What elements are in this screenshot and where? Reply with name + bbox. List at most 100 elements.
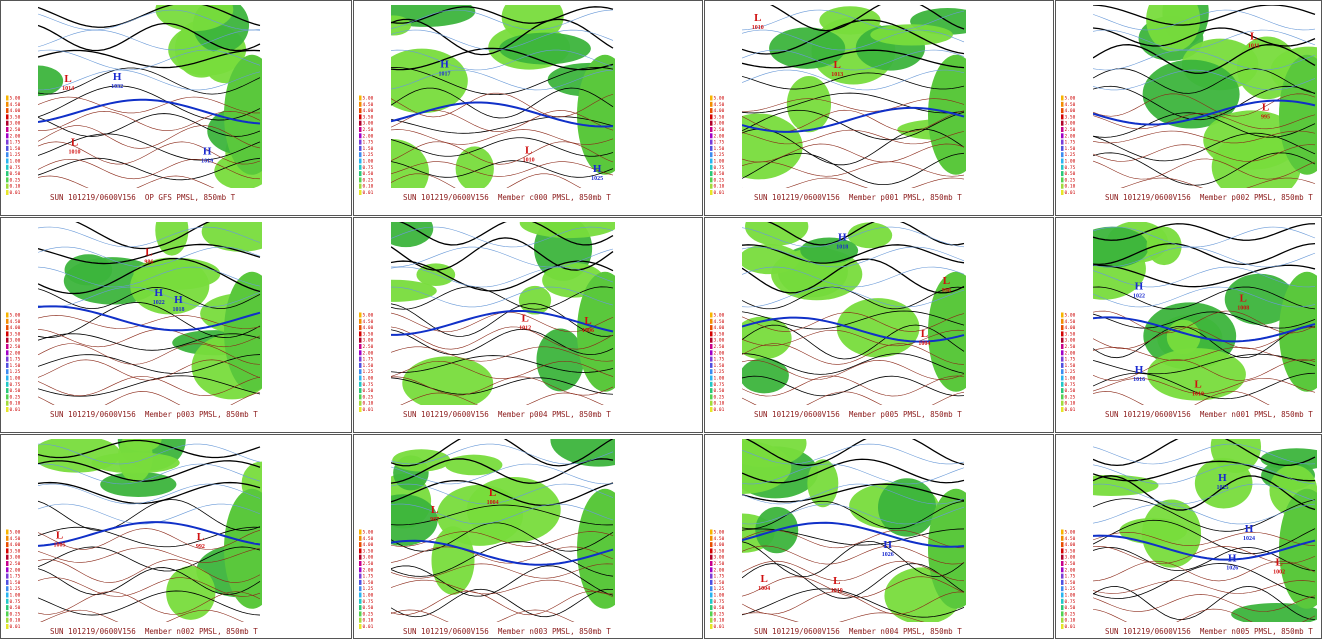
center-letter: L <box>431 504 438 516</box>
legend-label: 3.00 <box>714 338 725 344</box>
freezing-line <box>391 539 614 566</box>
caption: SUN 101219/0600V156 Member n003 PMSL, 85… <box>403 627 611 636</box>
legend-swatch <box>1061 344 1064 349</box>
legend-swatch <box>1061 108 1064 114</box>
legend-swatch <box>710 164 713 170</box>
isotherm <box>391 129 614 145</box>
legend-label: 0.25 <box>1065 394 1076 400</box>
legend-swatch <box>710 388 713 394</box>
isobar <box>1093 372 1316 400</box>
legend-swatch <box>6 139 9 145</box>
center-value: 1018 <box>172 307 184 313</box>
isotherm <box>391 546 614 564</box>
legend-label: 0.01 <box>10 190 21 196</box>
isotherm <box>38 376 261 396</box>
panel: L1013L10105.004.504.003.503.002.502.001.… <box>704 0 1054 216</box>
legend-label: 0.25 <box>10 611 21 617</box>
center-letter: L <box>834 59 841 71</box>
isobar <box>391 286 614 310</box>
isotherm <box>1093 347 1316 361</box>
isobar <box>1093 132 1316 162</box>
legend-swatch <box>1061 312 1064 318</box>
isotherm-cold <box>1093 463 1316 485</box>
center-value: 1022 <box>153 300 165 306</box>
legend-swatch <box>710 561 713 566</box>
legend-swatch <box>710 325 713 331</box>
legend-swatch <box>710 152 713 158</box>
legend-label: 5.00 <box>10 530 21 536</box>
legend-label: 0.75 <box>10 165 21 171</box>
center-value: 1026 <box>882 552 894 558</box>
legend-label: 2.00 <box>1065 133 1076 139</box>
isotherm-cold <box>742 443 965 465</box>
isotherm <box>400 392 604 405</box>
center-letter: H <box>440 59 449 71</box>
legend-swatch <box>359 407 362 412</box>
center-letter: L <box>943 275 950 287</box>
isotherm-cold <box>391 463 614 485</box>
isobar <box>391 66 614 96</box>
legend-swatch <box>6 542 9 548</box>
isotherm-cold <box>1093 286 1316 308</box>
legend-swatch <box>710 617 713 623</box>
legend-label: 0.50 <box>1065 388 1076 394</box>
legend-swatch <box>710 127 713 132</box>
legend-swatch <box>710 529 713 535</box>
legend-label: 1.50 <box>714 146 725 152</box>
isobar <box>38 157 261 181</box>
precip-area <box>577 488 615 609</box>
isotherm <box>38 141 261 165</box>
legend-swatch <box>1061 362 1064 368</box>
legend-swatch <box>1061 318 1064 324</box>
isotherm <box>1093 391 1270 405</box>
isotherm-cold <box>38 246 261 268</box>
legend-swatch <box>1061 567 1064 573</box>
legend-label: 1.25 <box>1065 586 1076 592</box>
legend-swatch <box>1061 127 1064 132</box>
center-value: 986 <box>144 260 153 266</box>
legend-swatch <box>359 120 362 126</box>
legend-label: 3.50 <box>1065 114 1076 120</box>
legend-label: 2.00 <box>363 350 374 356</box>
legend-swatch <box>710 624 713 629</box>
center-value: 1019 <box>201 158 213 164</box>
legend-swatch <box>359 586 362 592</box>
legend-swatch <box>6 133 9 139</box>
precip-area <box>455 146 494 188</box>
isotherm-cold <box>742 286 965 308</box>
legend-swatch <box>359 133 362 139</box>
isobar <box>391 237 614 271</box>
legend-label: 1.50 <box>10 363 21 369</box>
center-value: 992 <box>196 544 205 550</box>
isobar <box>391 439 614 467</box>
legend-swatch <box>359 337 362 343</box>
isotherm-cold <box>391 443 614 465</box>
legend-label: 5.00 <box>10 96 21 102</box>
legend-label: 1.25 <box>714 152 725 158</box>
legend-swatch <box>710 190 713 195</box>
center-letter: H <box>154 287 163 299</box>
legend-swatch <box>1061 535 1064 541</box>
isotherm <box>742 360 965 380</box>
legend-label: 0.10 <box>10 401 21 407</box>
legend-label: 0.25 <box>10 177 21 183</box>
caption: SUN 101219/0600V156 Member n002 PMSL, 85… <box>50 627 258 636</box>
legend-swatch <box>710 145 713 151</box>
legend-label: 2.50 <box>10 561 21 567</box>
legend-label: 4.00 <box>714 325 725 331</box>
precip-area <box>786 76 832 133</box>
legend-label: 1.00 <box>1065 376 1076 382</box>
legend-label: 0.01 <box>714 624 725 630</box>
panel: L987L10045.004.504.003.503.002.502.001.7… <box>353 434 703 639</box>
center-letter: H <box>1245 523 1254 535</box>
legend-swatch <box>710 312 713 318</box>
legend-swatch <box>359 171 362 177</box>
center-letter: H <box>1135 364 1144 376</box>
legend-swatch <box>1061 183 1064 189</box>
legend-swatch <box>1061 164 1064 170</box>
freezing-line <box>742 106 965 133</box>
legend-label: 4.50 <box>1065 102 1076 108</box>
legend-label: 2.00 <box>1065 567 1076 573</box>
